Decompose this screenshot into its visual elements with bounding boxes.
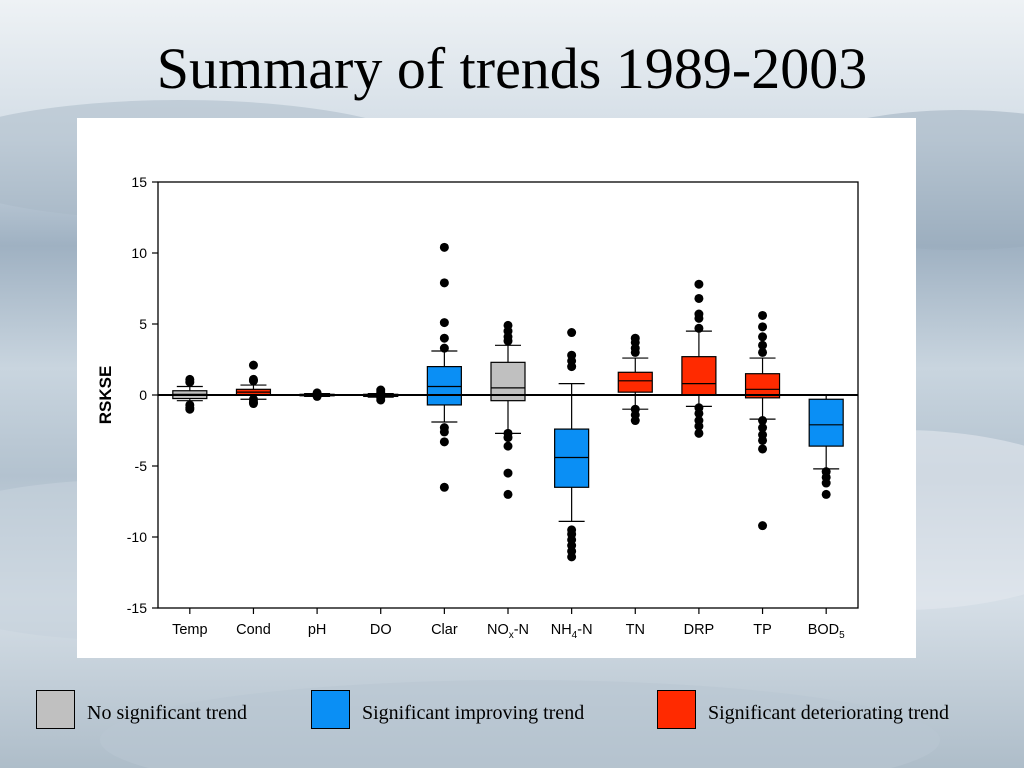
outlier-point	[630, 416, 640, 426]
outlier-point	[503, 441, 513, 451]
box-bod	[808, 398, 844, 447]
outlier-point	[439, 242, 449, 252]
outlier-point	[758, 322, 768, 332]
outlier-point	[758, 416, 768, 426]
outlier-point	[312, 391, 322, 401]
outlier-point	[567, 328, 577, 338]
x-tick-label: TN	[626, 622, 645, 638]
outlier-point	[821, 489, 831, 499]
outlier-point	[567, 552, 577, 562]
box-tp	[744, 373, 781, 399]
box-clar	[426, 366, 462, 406]
outlier-point	[758, 435, 768, 445]
outlier-point	[758, 340, 768, 350]
x-tick-label: DO	[370, 622, 392, 638]
legend-swatch-improving	[311, 690, 350, 729]
legend-swatch-deteriorating	[657, 690, 696, 729]
outlier-point	[376, 395, 386, 405]
chart-panel: 15 10 5 0 -5 -10 -15 RSKSE Temp Cond pH DO Clar NOx-N…	[77, 118, 916, 658]
x-tick-label: Clar	[431, 622, 458, 638]
y-tick-label: 15	[131, 174, 147, 190]
outlier-point	[694, 279, 704, 289]
outlier-point	[758, 347, 768, 357]
outlier-point	[758, 310, 768, 320]
box-plot-chart: 15 10 5 0 -5 -10 -15 RSKSE Temp Cond pH DO Clar NOx-N…	[96, 174, 859, 641]
x-tick-label: DRP	[684, 622, 715, 638]
outlier-point	[439, 278, 449, 288]
outlier-point	[503, 336, 513, 346]
legend-label-improving: Significant improving trend	[362, 702, 585, 724]
outlier-point	[503, 433, 513, 443]
outlier-point	[503, 468, 513, 478]
x-tick-label: NH4-N	[551, 622, 593, 641]
outlier-point	[758, 444, 768, 454]
outlier-point	[185, 404, 195, 414]
outlier-point	[758, 423, 768, 433]
box-tn	[617, 371, 653, 393]
x-tick-label: TP	[753, 622, 772, 638]
slide-title: Summary of trends 1989-2003	[156, 36, 868, 101]
outlier-point	[439, 343, 449, 353]
y-tick-label: -10	[127, 529, 147, 545]
outlier-point	[439, 437, 449, 447]
outlier-point	[694, 293, 704, 303]
legend-label-deteriorating: Significant deteriorating trend	[708, 702, 950, 724]
x-tick-label: Temp	[172, 622, 207, 638]
x-tick-label: Cond	[236, 622, 271, 638]
x-tick-label: pH	[308, 622, 327, 638]
outlier-point	[694, 428, 704, 438]
outlier-point	[694, 421, 704, 431]
outlier-point	[567, 362, 577, 372]
y-tick-label: 10	[131, 245, 147, 261]
y-tick-label: -5	[135, 458, 148, 474]
x-tick-label: NOx-N	[487, 622, 529, 641]
outlier-point	[248, 376, 258, 386]
y-tick-label: -15	[127, 600, 147, 616]
outlier-point	[694, 408, 704, 418]
y-axis-label: RSKSE	[96, 366, 115, 425]
outlier-point	[248, 399, 258, 409]
outlier-point	[439, 318, 449, 328]
outlier-point	[821, 478, 831, 488]
y-tick-label: 5	[139, 316, 147, 332]
legend-swatch-no-trend	[36, 690, 75, 729]
outlier-point	[185, 377, 195, 387]
outlier-point	[439, 482, 449, 492]
outlier-point	[694, 313, 704, 323]
y-tick-label: 0	[139, 387, 147, 403]
outlier-point	[248, 360, 258, 370]
legend-label-no-trend: No significant trend	[87, 702, 247, 724]
x-tick-label: BOD5	[808, 622, 845, 641]
outlier-point	[439, 427, 449, 437]
outlier-point	[439, 333, 449, 343]
outlier-point	[758, 521, 768, 531]
box-drp	[681, 356, 717, 396]
outlier-point	[503, 489, 513, 499]
outlier-point	[630, 347, 640, 357]
legend: No significant trend Significant improvi…	[0, 688, 1024, 732]
box-nh	[554, 428, 590, 488]
outlier-point	[758, 332, 768, 342]
outlier-point	[694, 323, 704, 333]
